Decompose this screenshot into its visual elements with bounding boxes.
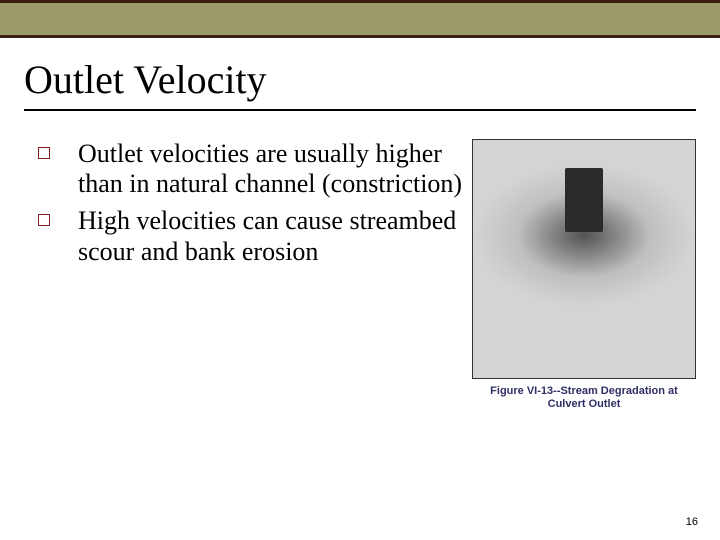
- bullet-text: High velocities can cause streambed scou…: [78, 206, 456, 266]
- page-number: 16: [686, 516, 698, 528]
- content-area: Outlet velocities are usually higher tha…: [0, 111, 720, 413]
- bullet-item: High velocities can cause streambed scou…: [38, 206, 464, 267]
- culvert-shape: [565, 168, 603, 232]
- bullet-text: Outlet velocities are usually higher tha…: [78, 139, 462, 199]
- figure-caption: Figure VI-13--Stream Degradation at Culv…: [472, 385, 696, 413]
- header-olive: [0, 3, 720, 35]
- figure: Figure VI-13--Stream Degradation at Culv…: [472, 139, 696, 413]
- figure-image: [472, 139, 696, 379]
- bullet-list: Outlet velocities are usually higher tha…: [38, 139, 464, 413]
- square-bullet-icon: [38, 214, 50, 226]
- header-band: [0, 0, 720, 42]
- slide-title: Outlet Velocity: [0, 42, 720, 109]
- header-dark-bottom: [0, 35, 720, 38]
- bullet-item: Outlet velocities are usually higher tha…: [38, 139, 464, 200]
- square-bullet-icon: [38, 147, 50, 159]
